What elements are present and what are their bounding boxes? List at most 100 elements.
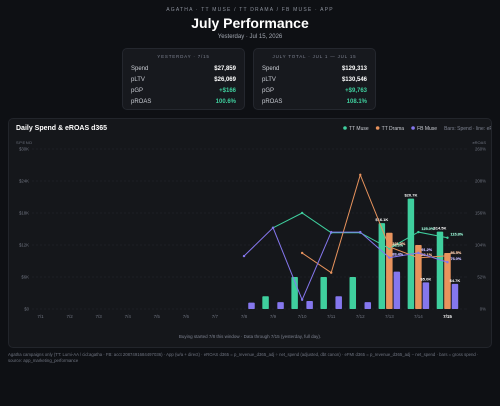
chart-title: Daily Spend & eROAS d365 xyxy=(16,125,107,132)
kpi-row: Spend $129,313 xyxy=(262,64,367,75)
kpi-row: Spend $27,859 xyxy=(131,64,236,75)
bar xyxy=(436,231,444,309)
y-tick-label: $18K xyxy=(19,211,29,216)
x-tick-label: 7/11 xyxy=(327,314,336,319)
eroas-value-label: 91.2% xyxy=(421,248,432,252)
eroas-point xyxy=(388,256,391,259)
kpi-row: pLTV $130,546 xyxy=(262,75,367,86)
x-tick-label: 7/10 xyxy=(298,314,307,319)
kpi-card: YESTERDAY · 7/15 Spend $27,859 pLTV $26,069 p… xyxy=(122,48,245,110)
bar xyxy=(248,302,255,309)
eroas-point xyxy=(330,230,333,234)
eroas-point xyxy=(359,230,362,234)
legend-swatch xyxy=(375,126,380,130)
eroas-point xyxy=(446,254,449,257)
y-tick-label: $24K xyxy=(19,179,29,184)
bar xyxy=(378,223,386,309)
kpi-value: $130,546 xyxy=(341,77,367,83)
chart: Daily Spend & eROAS d365 TT Muse TT Drama F… xyxy=(16,125,500,339)
y2-tick-label: 156% xyxy=(475,211,486,216)
kpi-label: Spend xyxy=(262,66,280,72)
x-tick-label: 7/3 xyxy=(96,314,103,319)
bar xyxy=(262,296,269,309)
kpi-value: $26,069 xyxy=(214,77,236,83)
eroas-point xyxy=(388,245,391,249)
eroas-point xyxy=(242,254,246,258)
eroas-value-label: 125.0% xyxy=(421,227,435,231)
bar xyxy=(444,253,451,309)
x-tick-label: 7/8 xyxy=(241,314,248,319)
bar xyxy=(451,283,459,309)
kpi-row: pROAS 108.1% xyxy=(262,97,367,108)
eroas-value-label: 101.0% xyxy=(392,242,406,246)
eroas-value-label: 76.0% xyxy=(450,257,461,261)
bar xyxy=(349,277,357,309)
eroas-point xyxy=(300,298,304,301)
card-title: YESTERDAY · 7/15 xyxy=(157,54,210,59)
eroas-value-label: 86.5% xyxy=(450,251,461,255)
eroas-value-label: 83.4% xyxy=(392,253,403,257)
eroas-value-label: 98.3% xyxy=(392,244,403,248)
bar xyxy=(386,232,393,309)
kpi-card: JULY TOTAL · JUL 1 — JUL 15 Spend $129,313… xyxy=(253,48,376,110)
kpi-value: +$166 xyxy=(219,88,236,94)
bar xyxy=(364,302,372,309)
y2-tick-label: 52% xyxy=(477,275,486,280)
kpi-row: pROAS 100.6% xyxy=(131,97,236,108)
y-tick-label: $0 xyxy=(24,307,29,312)
x-tick-label: 7/7 xyxy=(212,314,219,319)
legend-label: TT Muse xyxy=(349,126,369,132)
kpi-label: pLTV xyxy=(131,77,145,83)
kpi-value: 108.1% xyxy=(346,99,367,105)
legend-swatch xyxy=(411,126,415,130)
kpi-row: pGP +$166 xyxy=(131,86,236,97)
kpi-row: pLTV $26,069 xyxy=(131,75,236,86)
footnote: Agatha campaigns only (TT: Lumi-AA / cid… xyxy=(8,352,479,363)
x-tick-label: 7/5 xyxy=(154,314,161,319)
legend-label: TT Drama xyxy=(382,126,405,132)
eroas-value-label: 83.1% xyxy=(421,253,432,257)
bar xyxy=(393,271,401,309)
x-tick-label: 7/1 xyxy=(37,314,44,319)
legend-label: FB Muse xyxy=(417,126,437,132)
eroas-point xyxy=(359,173,362,177)
y-tick-label: $6K xyxy=(21,275,29,280)
bar xyxy=(335,296,342,309)
kpi-value: +$9,763 xyxy=(345,88,367,94)
y2-tick-label: 260% xyxy=(475,147,486,152)
bar-value-label: $16.1K xyxy=(375,217,388,222)
eroas-point xyxy=(417,230,420,234)
y2-axis-label: eROAS xyxy=(472,140,486,145)
kpi-label: pGP xyxy=(262,88,275,94)
card-title: JULY TOTAL · JUL 1 — JUL 15 xyxy=(272,54,357,59)
page-subtitle: Yesterday · Jul 15, 2026 xyxy=(217,34,283,40)
kpi-label: pROAS xyxy=(131,99,152,105)
x-tick-label: 7/15 xyxy=(443,314,452,319)
y2-tick-label: 0% xyxy=(480,307,486,312)
bar xyxy=(422,282,430,309)
eroas-point xyxy=(446,236,449,239)
y-tick-label: $30K xyxy=(19,147,29,152)
kpi-label: Spend xyxy=(131,66,149,72)
x-tick-label: 7/12 xyxy=(356,314,365,319)
x-tick-label: 7/9 xyxy=(270,314,277,319)
bar xyxy=(415,245,422,309)
x-tick-label: 7/2 xyxy=(66,314,73,319)
x-tick-label: 7/14 xyxy=(414,314,423,319)
bar-value-label: $4.7K xyxy=(450,278,461,283)
legend-swatch xyxy=(343,126,347,130)
kpi-label: pGP xyxy=(131,88,144,94)
bar-value-label: $14.5K xyxy=(434,226,447,231)
kpi-label: pLTV xyxy=(262,77,276,83)
y2-tick-label: 208% xyxy=(475,179,486,184)
kpi-value: 100.6% xyxy=(215,99,236,105)
bar-value-label: $5.0K xyxy=(421,276,432,281)
eroas-point xyxy=(300,251,304,255)
eroas-point xyxy=(271,226,275,229)
bar xyxy=(277,302,284,309)
eroas-point xyxy=(417,256,420,260)
eroas-value-label: 115.8% xyxy=(450,233,463,237)
kpi-row: pGP +$9,763 xyxy=(262,86,367,97)
kpi-value: $129,313 xyxy=(341,66,367,72)
